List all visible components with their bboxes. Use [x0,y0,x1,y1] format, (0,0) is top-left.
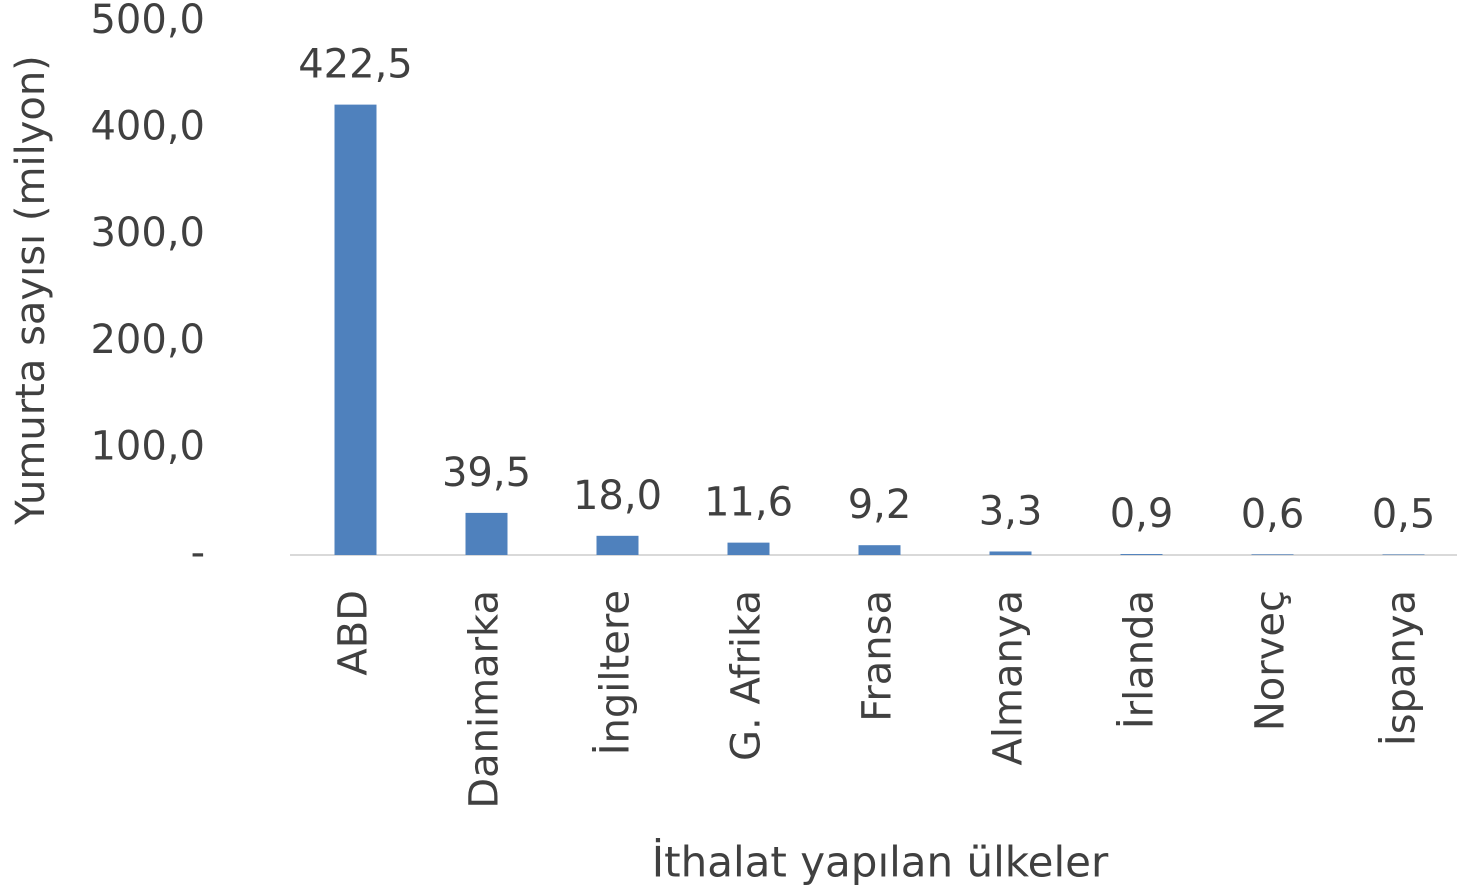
x-tick-label: Almanya [986,590,1032,766]
value-label: 18,0 [573,473,662,519]
bar [727,542,770,555]
value-label: 0,9 [1110,491,1174,537]
y-tick-label: 300,0 [90,210,205,256]
bar [596,535,639,555]
y-tick-label: 400,0 [90,104,205,150]
bar [465,512,508,555]
value-label: 9,2 [848,482,912,528]
value-label: 39,5 [442,450,531,496]
y-axis-title: Yumurta sayısı (milyon) [8,55,54,526]
x-tick-label: İrlanda [1115,590,1163,729]
x-axis-title: İthalat yapılan ülkeler [652,837,1109,887]
y-tick-label: 500,0 [90,0,205,43]
y-tick-label: 100,0 [90,423,205,469]
y-tick-label: 200,0 [90,317,205,363]
bar [989,551,1032,555]
y-tick-label: - [191,530,205,576]
x-tick-label: G. Afrika [724,590,770,761]
bar [1120,554,1163,555]
value-label: 0,5 [1372,491,1436,537]
bar [858,545,901,555]
x-tick-label: ABD [331,590,377,676]
bar [1251,554,1294,555]
value-label: 422,5 [298,42,413,88]
x-tick-label: İspanya [1377,590,1425,746]
x-tick-label: İngiltere [591,590,639,755]
bar [1382,554,1425,555]
x-tick-label: Norveç [1248,590,1294,731]
value-label: 3,3 [979,488,1043,534]
x-tick-label: Fransa [855,590,901,722]
value-label: 0,6 [1241,491,1305,537]
bar [334,104,377,556]
value-label: 11,6 [704,480,793,526]
x-tick-label: Danimarka [462,590,508,809]
